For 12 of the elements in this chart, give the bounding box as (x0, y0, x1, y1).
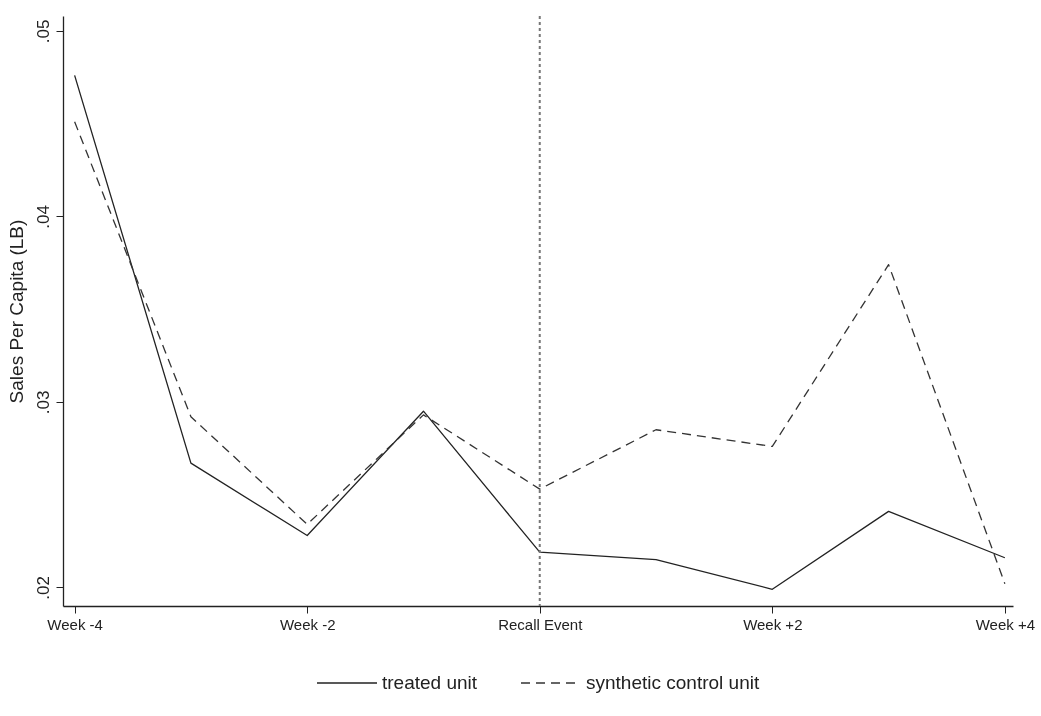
y-tick-label: .04 (33, 205, 53, 229)
y-tick-label: .02 (33, 576, 53, 600)
x-tick-label: Week -4 (47, 615, 103, 633)
legend-label: treated unit (382, 672, 478, 693)
x-tick-label: Week -2 (279, 615, 336, 633)
y-tick-label: .05 (33, 19, 53, 44)
legend-label: synthetic control unit (586, 672, 760, 693)
x-tick-label: Week +2 (743, 615, 803, 633)
x-tick-label: Recall Event (498, 615, 584, 633)
x-tick-label: Week +4 (975, 615, 1036, 633)
y-tick-label: .03 (33, 390, 53, 415)
y-axis-title: Sales Per Capita (LB) (5, 219, 27, 404)
